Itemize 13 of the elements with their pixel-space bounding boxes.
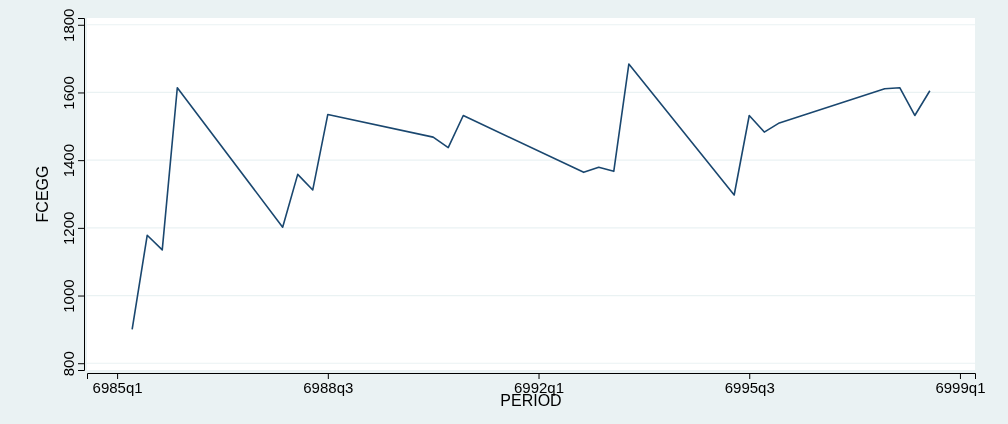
y-tick-label: 1800 xyxy=(60,8,77,42)
y-tick-label: 1400 xyxy=(60,143,77,178)
y-axis-title: FCEGG xyxy=(34,165,51,223)
y-tick-label: 1200 xyxy=(60,211,77,246)
x-tick-label: 6995q3 xyxy=(724,378,775,396)
y-tick-label: 1000 xyxy=(60,279,77,313)
x-tick-label: 6985q1 xyxy=(92,378,143,396)
x-tick-label: 6988q3 xyxy=(303,378,354,396)
x-tick-label: 6999q1 xyxy=(935,378,986,396)
line-series xyxy=(131,63,931,331)
y-tick-label: 1600 xyxy=(60,76,77,110)
y-tick-label: 800 xyxy=(60,351,77,377)
x-tick-label: 6992q1 xyxy=(513,378,565,396)
